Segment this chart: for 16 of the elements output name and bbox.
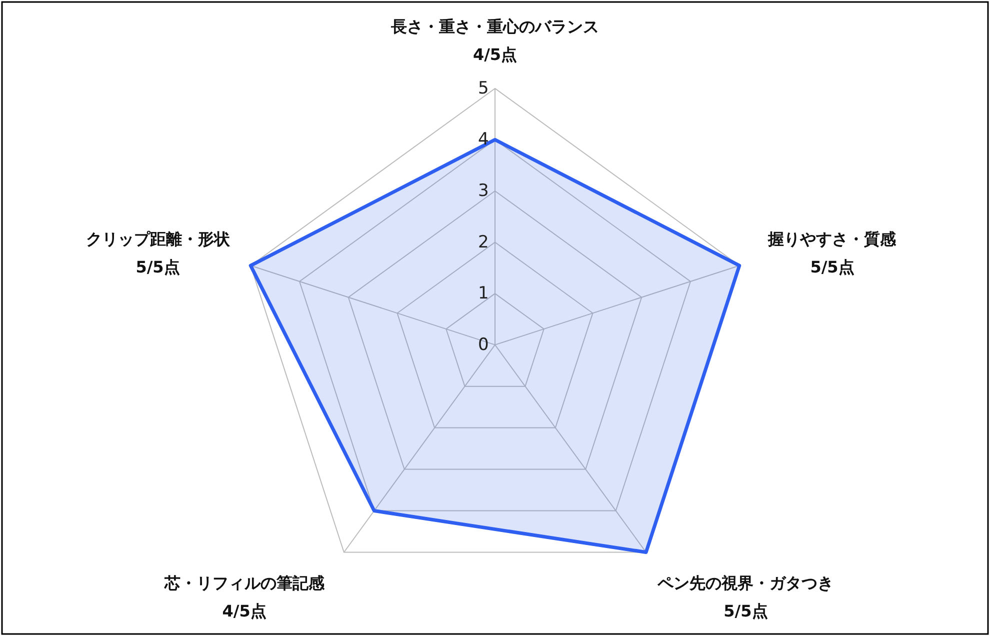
spoke-label: クリップ距離・形状: [86, 230, 231, 249]
y-tick-label: 2: [478, 232, 489, 252]
text: 5/5点: [810, 258, 854, 277]
y-tick-label: 1: [478, 284, 489, 304]
spoke-label: ペン先の視界・ガタつき: [656, 573, 834, 592]
y-tick-label: 0: [478, 334, 489, 355]
text: 4/5点: [222, 602, 266, 621]
spoke-label: 握りやすさ・質感: [767, 230, 898, 249]
y-tick-label: 3: [478, 181, 489, 202]
spoke-label: 長さ・重さ・重心のバランス: [390, 16, 599, 36]
spoke-label: 芯・リフィルの筆記感: [163, 573, 326, 592]
text: 5/5点: [136, 258, 180, 277]
text: 4/5点: [472, 45, 518, 64]
text: 5/5点: [724, 602, 768, 621]
y-tick-label: 5: [478, 78, 489, 98]
y-tick-label: 4: [478, 130, 489, 150]
